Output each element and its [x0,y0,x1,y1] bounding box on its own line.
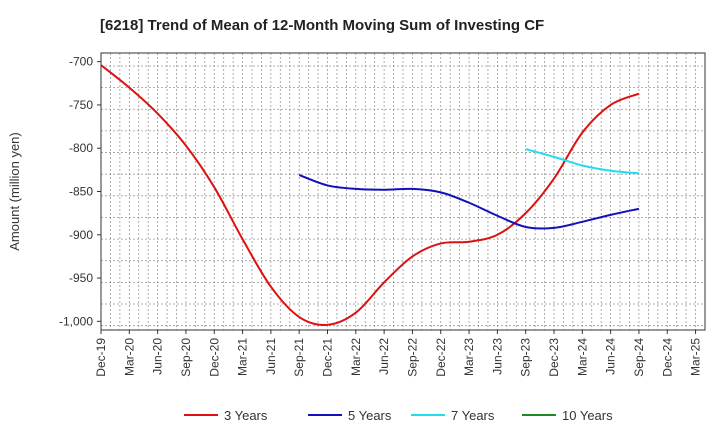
x-tick-label: Jun-21 [264,338,278,375]
x-tick-label: Jun-20 [151,338,165,375]
y-tick-label: -750 [69,98,93,112]
series-line-5-years [298,174,640,230]
x-tick-label: Dec-22 [434,338,448,377]
y-axis-label: Amount (million yen) [7,132,22,251]
legend-label: 10 Years [562,408,613,423]
legend: 3 Years 5 Years 7 Years 10 Years [184,408,613,423]
x-tick-label: Mar-20 [122,338,136,376]
x-tick-label: Dec-19 [94,338,108,377]
chart-title: [6218] Trend of Mean of 12-Month Moving … [100,17,544,34]
x-tick-label: Mar-24 [575,338,589,376]
x-tick-label: Sep-24 [632,338,646,377]
legend-label: 7 Years [451,408,495,423]
x-tick-label: Jun-23 [490,338,504,375]
x-tick-label: Mar-21 [236,338,250,376]
x-tick-label: Sep-23 [519,338,533,377]
series-line-3-years [100,64,640,326]
series-line-7-years [525,148,640,175]
series-lines [100,64,640,326]
x-tick-label: Dec-21 [321,338,335,377]
y-tick-label: -1,000 [59,314,93,328]
y-tick-label: -800 [69,141,93,155]
x-tick-label: Mar-25 [689,338,703,376]
y-axis: -700 -750 -800 -850 -900 -950 -1,000 [59,55,101,328]
x-tick-label: Sep-20 [179,338,193,377]
x-tick-label: Dec-23 [547,338,561,377]
x-axis: Dec-19 Mar-20 Jun-20 Sep-20 Dec-20 Mar-21 Jun-… [94,330,703,377]
grid-lines [101,53,705,330]
x-tick-label: Mar-22 [349,338,363,376]
legend-label: 3 Years [224,408,268,423]
x-tick-label: Sep-21 [292,338,306,377]
x-tick-label: Mar-23 [462,338,476,376]
y-tick-label: -950 [69,271,93,285]
x-tick-label: Dec-24 [660,338,674,377]
x-tick-label: Dec-20 [207,338,221,377]
y-tick-label: -900 [69,228,93,242]
y-tick-label: -850 [69,185,93,199]
x-tick-label: Jun-24 [604,338,618,375]
y-tick-label: -700 [69,55,93,69]
plot-area [101,53,705,330]
x-tick-label: Jun-22 [377,338,391,375]
x-tick-label: Sep-22 [405,338,419,377]
legend-label: 5 Years [348,408,392,423]
